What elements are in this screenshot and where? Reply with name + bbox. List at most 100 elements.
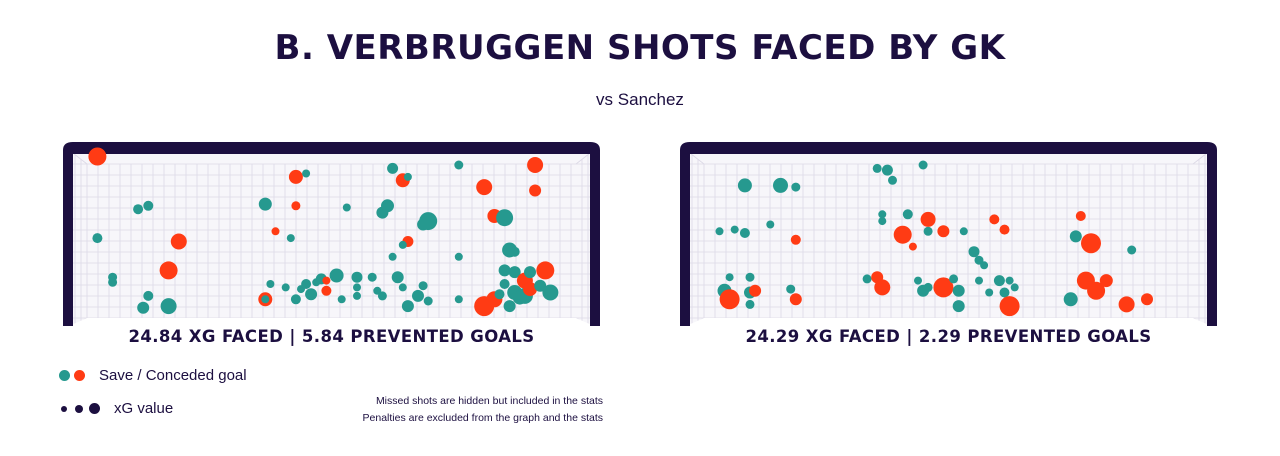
shot-save: [387, 162, 399, 174]
shot-conceded-goal: [789, 293, 802, 306]
shot-conceded-goal: [288, 169, 303, 184]
shot-save: [351, 271, 363, 283]
shot-save: [923, 226, 933, 236]
shot-save: [302, 169, 311, 178]
shot-conceded-goal: [476, 179, 493, 196]
shot-save: [739, 228, 750, 238]
shot-markers: [88, 147, 559, 317]
shot-conceded-goal: [989, 214, 1000, 225]
shot-conceded-goal: [527, 157, 544, 173]
net-background: [69, 150, 594, 326]
stat-verbruggen: 24.84 XG FACED | 5.84 PREVENTED GOALS: [128, 327, 535, 346]
legend-xg-large-dot: [89, 403, 100, 414]
shot-conceded-goal: [1118, 296, 1135, 313]
shot-save: [133, 204, 144, 215]
shot-save: [509, 246, 520, 257]
shot-save: [952, 300, 965, 313]
legend-save-dot: [59, 370, 70, 381]
shot-save: [745, 272, 755, 282]
shot-conceded-goal: [933, 277, 954, 298]
shot-conceded-goal: [790, 234, 801, 245]
shot-save: [305, 288, 318, 301]
shot-save: [261, 295, 270, 304]
shot-save: [418, 281, 428, 291]
shot-conceded-goal: [536, 261, 555, 280]
shot-save: [398, 240, 407, 249]
shot-save: [1127, 245, 1137, 255]
shot-conceded-goal: [719, 289, 740, 310]
shot-save: [949, 274, 959, 284]
shot-save: [381, 199, 394, 213]
shot-conceded-goal: [271, 227, 280, 236]
shot-save: [160, 298, 177, 315]
shot-save: [542, 284, 559, 301]
shot-save: [959, 227, 968, 236]
shot-save: [401, 300, 414, 313]
shot-save: [329, 268, 344, 283]
shot-conceded-goal: [920, 211, 936, 227]
legend-outcome-label: Save / Conceded goal: [99, 367, 247, 384]
shot-conceded-goal: [1141, 293, 1153, 306]
shot-conceded-goal: [291, 201, 301, 211]
shot-save: [388, 252, 397, 261]
goal-ground: [69, 318, 594, 326]
shot-save: [730, 225, 739, 234]
shot-save: [872, 163, 882, 173]
shot-save: [367, 272, 377, 282]
shot-save: [286, 234, 295, 243]
shot-conceded-goal: [529, 184, 542, 197]
shot-save: [791, 182, 801, 192]
shot-save: [878, 210, 887, 219]
shot-save: [398, 283, 407, 292]
shot-save: [92, 233, 103, 244]
net-background: [686, 150, 1211, 326]
shot-conceded-goal: [159, 261, 178, 280]
shot-conceded-goal: [908, 242, 917, 251]
shot-save: [337, 295, 346, 304]
shot-save: [454, 252, 463, 261]
shot-save: [258, 197, 272, 211]
shot-conceded-goal: [893, 225, 912, 244]
shot-save: [888, 175, 897, 185]
note-missed-shots: Missed shots are hidden but included in …: [375, 395, 603, 407]
shot-save: [524, 266, 536, 279]
shot-save: [980, 261, 989, 270]
shot-conceded-goal: [1075, 211, 1086, 221]
shot-save: [499, 279, 510, 289]
shot-save: [766, 220, 775, 229]
goal-plot-sanchez: [676, 140, 1221, 326]
shot-save: [773, 177, 788, 193]
shot-save: [952, 284, 965, 297]
shot-conceded-goal: [937, 225, 950, 238]
shot-conceded-goal: [1087, 281, 1106, 300]
shot-conceded-goal: [999, 296, 1020, 317]
legend-xg: xG value: [59, 400, 173, 417]
net-grid: [685, 149, 1212, 326]
shot-save: [975, 276, 983, 285]
shot-save: [737, 178, 752, 193]
shot-save: [1005, 276, 1014, 285]
legend-outcome: Save / Conceded goal: [59, 367, 247, 384]
shot-save: [423, 296, 433, 306]
shot-conceded-goal: [170, 233, 187, 250]
shot-save: [377, 291, 387, 301]
legend-xg-medium-dot: [75, 404, 83, 413]
shot-save: [923, 282, 933, 292]
shot-save: [137, 301, 150, 314]
shot-conceded-goal: [523, 282, 537, 297]
shot-save: [881, 164, 893, 176]
chart-subtitle: vs Sanchez: [596, 90, 684, 109]
shot-save: [918, 160, 928, 170]
shot-conceded-goal: [88, 147, 107, 166]
shot-save: [1069, 230, 1082, 243]
shot-save: [454, 295, 463, 304]
chart-title: B. VERBRUGGEN SHOTS FACED BY GK: [274, 28, 1006, 68]
shot-save: [968, 246, 980, 258]
shot-save: [403, 172, 412, 181]
shot-save: [878, 217, 887, 226]
shot-save: [281, 283, 290, 292]
shot-save: [974, 255, 984, 265]
shot-save: [454, 160, 464, 170]
goal-svg-verbruggen: [63, 142, 600, 326]
shot-save: [353, 291, 361, 300]
